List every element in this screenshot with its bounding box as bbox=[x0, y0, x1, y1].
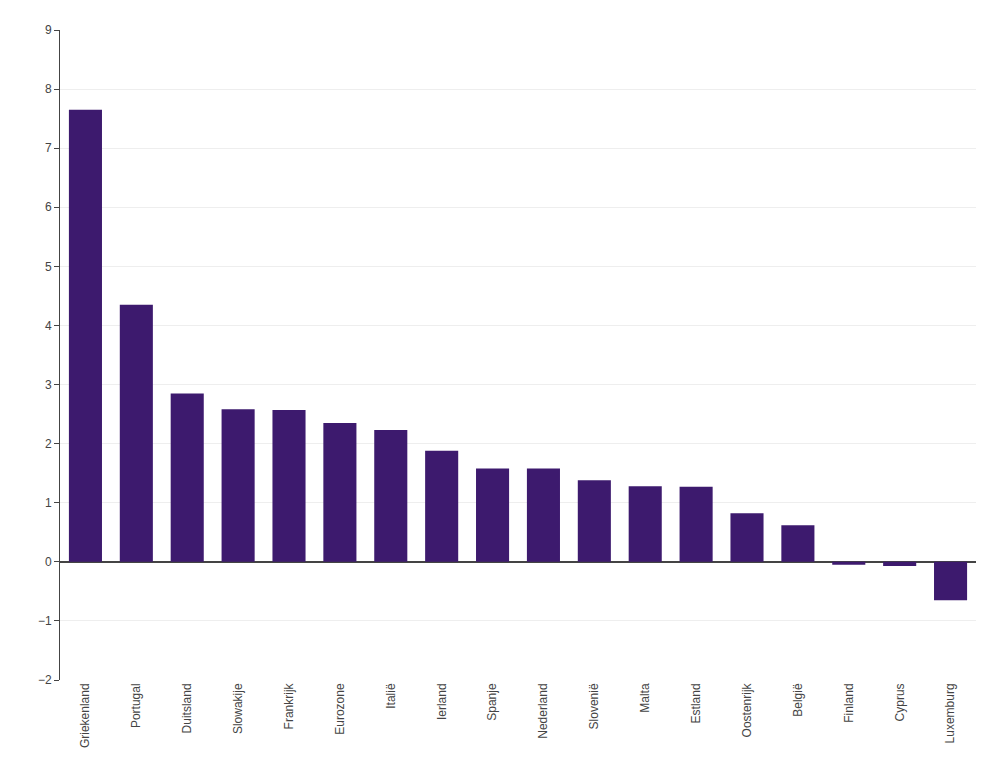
svg-text:Eurozone: Eurozone bbox=[333, 683, 347, 735]
svg-text:−1: −1 bbox=[38, 614, 52, 628]
svg-text:Duitsland: Duitsland bbox=[180, 683, 194, 733]
svg-text:Malta: Malta bbox=[638, 683, 652, 713]
svg-text:Slovenië: Slovenië bbox=[587, 683, 601, 729]
svg-text:7: 7 bbox=[45, 141, 52, 155]
svg-text:6: 6 bbox=[45, 200, 52, 214]
svg-text:Griekenland: Griekenland bbox=[78, 683, 92, 748]
svg-text:Cyprus: Cyprus bbox=[893, 683, 907, 721]
svg-text:Nederland: Nederland bbox=[536, 683, 550, 738]
svg-text:−2: −2 bbox=[38, 673, 52, 687]
svg-text:9: 9 bbox=[45, 23, 52, 37]
svg-text:Italië: Italië bbox=[384, 683, 398, 709]
svg-text:Portugal: Portugal bbox=[129, 683, 143, 728]
svg-text:Spanje: Spanje bbox=[485, 683, 499, 721]
svg-text:4: 4 bbox=[45, 319, 52, 333]
svg-text:8: 8 bbox=[45, 82, 52, 96]
svg-text:Slowakije: Slowakije bbox=[231, 683, 245, 734]
svg-text:België: België bbox=[791, 683, 805, 717]
svg-text:3: 3 bbox=[45, 378, 52, 392]
svg-text:Finland: Finland bbox=[842, 683, 856, 722]
svg-text:2: 2 bbox=[45, 437, 52, 451]
svg-text:Estland: Estland bbox=[689, 683, 703, 723]
svg-text:Oostenrijk: Oostenrijk bbox=[740, 682, 754, 737]
svg-text:Luxemburg: Luxemburg bbox=[943, 683, 957, 743]
svg-text:0: 0 bbox=[45, 555, 52, 569]
svg-text:1: 1 bbox=[45, 496, 52, 510]
svg-text:Ierland: Ierland bbox=[435, 683, 449, 720]
svg-text:Frankrijk: Frankrijk bbox=[282, 682, 296, 729]
svg-text:5: 5 bbox=[45, 260, 52, 274]
